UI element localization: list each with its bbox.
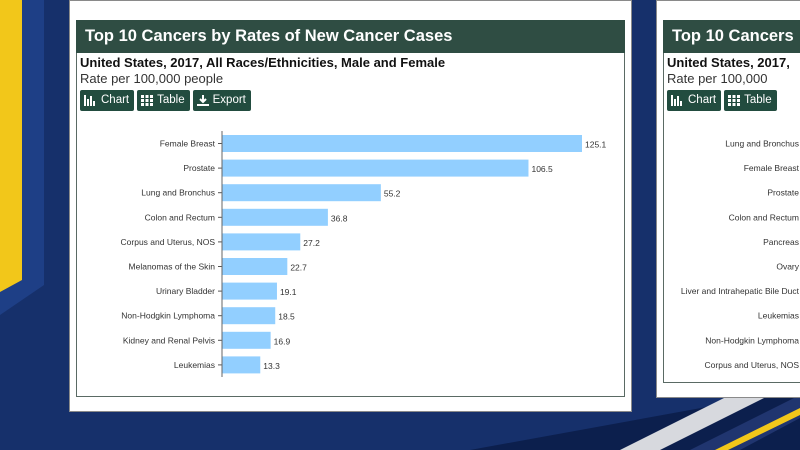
category-label: Kidney and Renal Pelvis <box>123 335 215 345</box>
category-label: Corpus and Uterus, NOS <box>121 237 216 247</box>
side-chart-button-label: Chart <box>688 94 717 106</box>
panel-title: Top 10 Cancers by Rates of New Cancer Ca… <box>76 20 625 53</box>
side-panel: Top 10 Cancers United States, 2017, Rate… <box>656 0 800 398</box>
side-category-label: Non-Hodgkin Lymphoma <box>705 335 799 345</box>
bar[interactable] <box>222 159 529 177</box>
side-category-label: Lung and Bronchus <box>725 139 799 149</box>
value-label: 106.5 <box>531 164 553 174</box>
bar[interactable] <box>222 331 271 349</box>
bar[interactable] <box>222 258 288 275</box>
category-label: Non-Hodgkin Lymphoma <box>121 311 215 321</box>
category-label: Colon and Rectum <box>145 212 215 222</box>
category-label: Urinary Bladder <box>156 286 215 296</box>
value-label: 18.5 <box>278 312 295 322</box>
export-button[interactable]: Export <box>192 90 251 111</box>
bar-chart-icon <box>671 95 682 106</box>
value-label: 125.1 <box>585 140 607 150</box>
bar[interactable] <box>222 208 328 226</box>
grid-icon <box>141 95 154 106</box>
side-view-toolbar: Chart Table <box>667 90 777 111</box>
chart-subtitle: United States, 2017, All Races/Ethniciti… <box>80 55 446 70</box>
table-button[interactable]: Table <box>137 90 190 111</box>
value-label: 16.9 <box>274 336 291 346</box>
category-label: Prostate <box>183 163 215 173</box>
bar-chart: Female Breast 125.1 Prostate 106.5 Lung and … <box>121 131 607 377</box>
bar-chart-icon <box>84 95 95 106</box>
bar[interactable] <box>222 233 301 251</box>
export-button-label: Export <box>212 94 246 106</box>
bar[interactable] <box>222 307 276 325</box>
side-category-label: Leukemias <box>758 311 799 321</box>
side-panel-title: Top 10 Cancers <box>663 20 800 53</box>
side-category-label: Corpus and Uterus, NOS <box>705 360 800 370</box>
side-category-label: Female Breast <box>744 163 800 173</box>
side-category-label: Liver and Intrahepatic Bile Duct <box>681 286 800 296</box>
bar[interactable] <box>222 356 261 374</box>
main-panel: Top 10 Cancers by Rates of New Cancer Ca… <box>69 0 632 412</box>
bar[interactable] <box>222 184 381 202</box>
category-label: Lung and Bronchus <box>141 188 215 198</box>
value-label: 22.7 <box>290 263 307 273</box>
value-label: 36.8 <box>331 213 348 223</box>
side-table-button[interactable]: Table <box>724 90 777 111</box>
category-label: Leukemias <box>174 360 215 370</box>
side-category-label: Colon and Rectum <box>729 212 799 222</box>
panel-body <box>76 53 625 397</box>
category-label: Melanomas of the Skin <box>129 262 216 272</box>
chart-button[interactable]: Chart <box>80 90 135 111</box>
side-chart-button[interactable]: Chart <box>667 90 722 111</box>
side-panel-body <box>663 53 800 383</box>
side-rate-label: Rate per 100,000 <box>667 71 768 86</box>
value-label: 55.2 <box>384 189 401 199</box>
chart-button-label: Chart <box>101 94 130 106</box>
bar[interactable] <box>222 282 277 300</box>
side-bar-chart: Lung and Bronchus Female Breast Prostate Co… <box>681 139 800 370</box>
value-label: 19.1 <box>280 287 297 297</box>
side-table-button-label: Table <box>744 94 772 106</box>
value-label: 13.3 <box>263 361 280 371</box>
grid-icon <box>728 95 741 106</box>
side-chart-subtitle: United States, 2017, <box>667 55 790 70</box>
yellow-stripe <box>0 0 22 292</box>
bar[interactable] <box>222 135 582 152</box>
download-icon <box>196 94 209 106</box>
view-toolbar: Chart Table Export <box>80 90 251 111</box>
table-button-label: Table <box>157 94 185 106</box>
side-category-label: Prostate <box>767 188 799 198</box>
value-label: 27.2 <box>303 238 320 248</box>
category-label: Female Breast <box>160 139 216 149</box>
side-category-label: Pancreas <box>763 237 799 247</box>
side-category-label: Ovary <box>776 262 799 272</box>
rate-label: Rate per 100,000 people <box>80 71 224 86</box>
